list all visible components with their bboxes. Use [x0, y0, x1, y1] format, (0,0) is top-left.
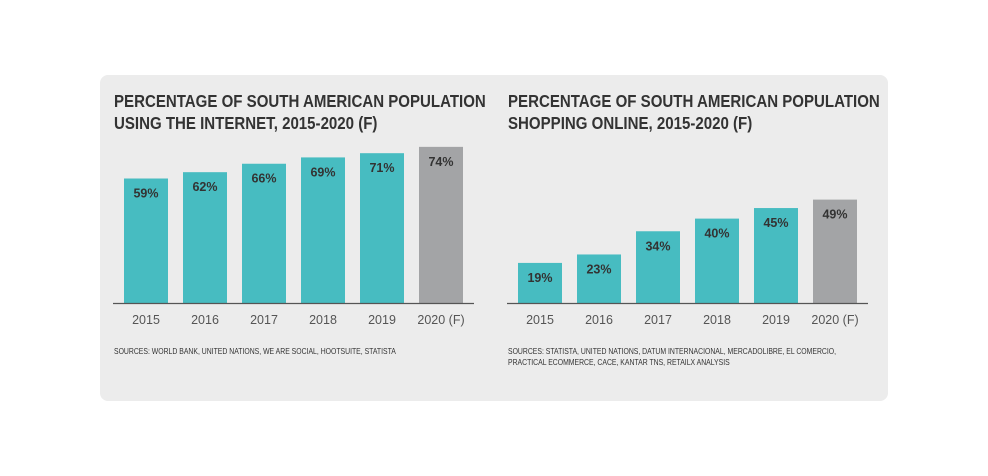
chart-title-line-1: PERCENTAGE OF SOUTH AMERICAN POPULATION	[508, 91, 880, 111]
bar-2016	[577, 254, 621, 303]
bar-2017	[636, 231, 680, 303]
bar-2019	[360, 153, 404, 303]
bar-value-label: 71%	[369, 161, 394, 175]
x-tick-label: 2020 (F)	[417, 313, 464, 327]
bar-2015	[518, 262, 562, 303]
x-tick-label: 2019	[368, 313, 396, 327]
chart-online-shopping: PERCENTAGE OF SOUTH AMERICAN POPULATION …	[494, 75, 888, 401]
x-tick-label: 2015	[132, 313, 160, 327]
chart-title-line-2: SHOPPING ONLINE, 2015-2020 (F)	[508, 113, 753, 133]
charts-panel: PERCENTAGE OF SOUTH AMERICAN POPULATION …	[100, 75, 888, 401]
chart-title: PERCENTAGE OF SOUTH AMERICAN POPULATION …	[114, 90, 486, 134]
bar-value-label: 66%	[251, 172, 276, 186]
sources-line-1: SOURCES: STATISTA, UNITED NATIONS, DATUM…	[508, 346, 837, 356]
bar-value-label: 19%	[527, 271, 552, 285]
bar-value-label: 59%	[133, 187, 158, 201]
x-tick-label: 2016	[585, 313, 613, 327]
sources-line-1: SOURCES: WORLD BANK, UNITED NATIONS, WE …	[114, 346, 396, 356]
bar-2020f	[813, 199, 857, 303]
bar-chart-plot: 19% 2015 23% 2016 34% 2017 40% 2018 45% 2019 49% 20…	[507, 199, 868, 327]
chart-title-line-2: USING THE INTERNET, 2015-2020 (F)	[114, 113, 378, 133]
bar-2019	[754, 208, 798, 303]
x-tick-label: 2017	[250, 313, 278, 327]
bar-2015	[124, 178, 168, 303]
chart-sources: SOURCES: STATISTA, UNITED NATIONS, DATUM…	[508, 346, 869, 368]
bar-chart-plot: 59% 2015 62% 2016 66% 2017 69% 2018 71% 2019 74% 20…	[113, 146, 474, 327]
x-tick-label: 2020 (F)	[811, 313, 858, 327]
bar-value-label: 49%	[822, 208, 847, 222]
bar-value-label: 62%	[192, 180, 217, 194]
chart-title: PERCENTAGE OF SOUTH AMERICAN POPULATION …	[508, 90, 880, 134]
bar-value-label: 69%	[310, 165, 335, 179]
chart-sources: SOURCES: WORLD BANK, UNITED NATIONS, WE …	[114, 346, 475, 357]
chart-internet-usage: PERCENTAGE OF SOUTH AMERICAN POPULATION …	[100, 75, 494, 401]
x-tick-label: 2019	[762, 313, 790, 327]
bar-value-label: 74%	[428, 155, 453, 169]
x-tick-label: 2018	[309, 313, 337, 327]
bar-2018	[301, 157, 345, 303]
x-tick-label: 2015	[526, 313, 554, 327]
x-tick-label: 2018	[703, 313, 731, 327]
bar-value-label: 34%	[645, 239, 670, 253]
x-tick-label: 2017	[644, 313, 672, 327]
bar-2020f	[419, 146, 463, 303]
bar-value-label: 45%	[763, 216, 788, 230]
bar-2017	[242, 163, 286, 303]
chart-title-line-1: PERCENTAGE OF SOUTH AMERICAN POPULATION	[114, 91, 486, 111]
bar-2018	[695, 218, 739, 303]
sources-line-2: PRACTICAL ECOMMERCE, CACE, KANTAR TNS, R…	[508, 357, 730, 367]
bar-2016	[183, 172, 227, 303]
x-tick-label: 2016	[191, 313, 219, 327]
bar-value-label: 40%	[704, 227, 729, 241]
bar-value-label: 23%	[586, 262, 611, 276]
